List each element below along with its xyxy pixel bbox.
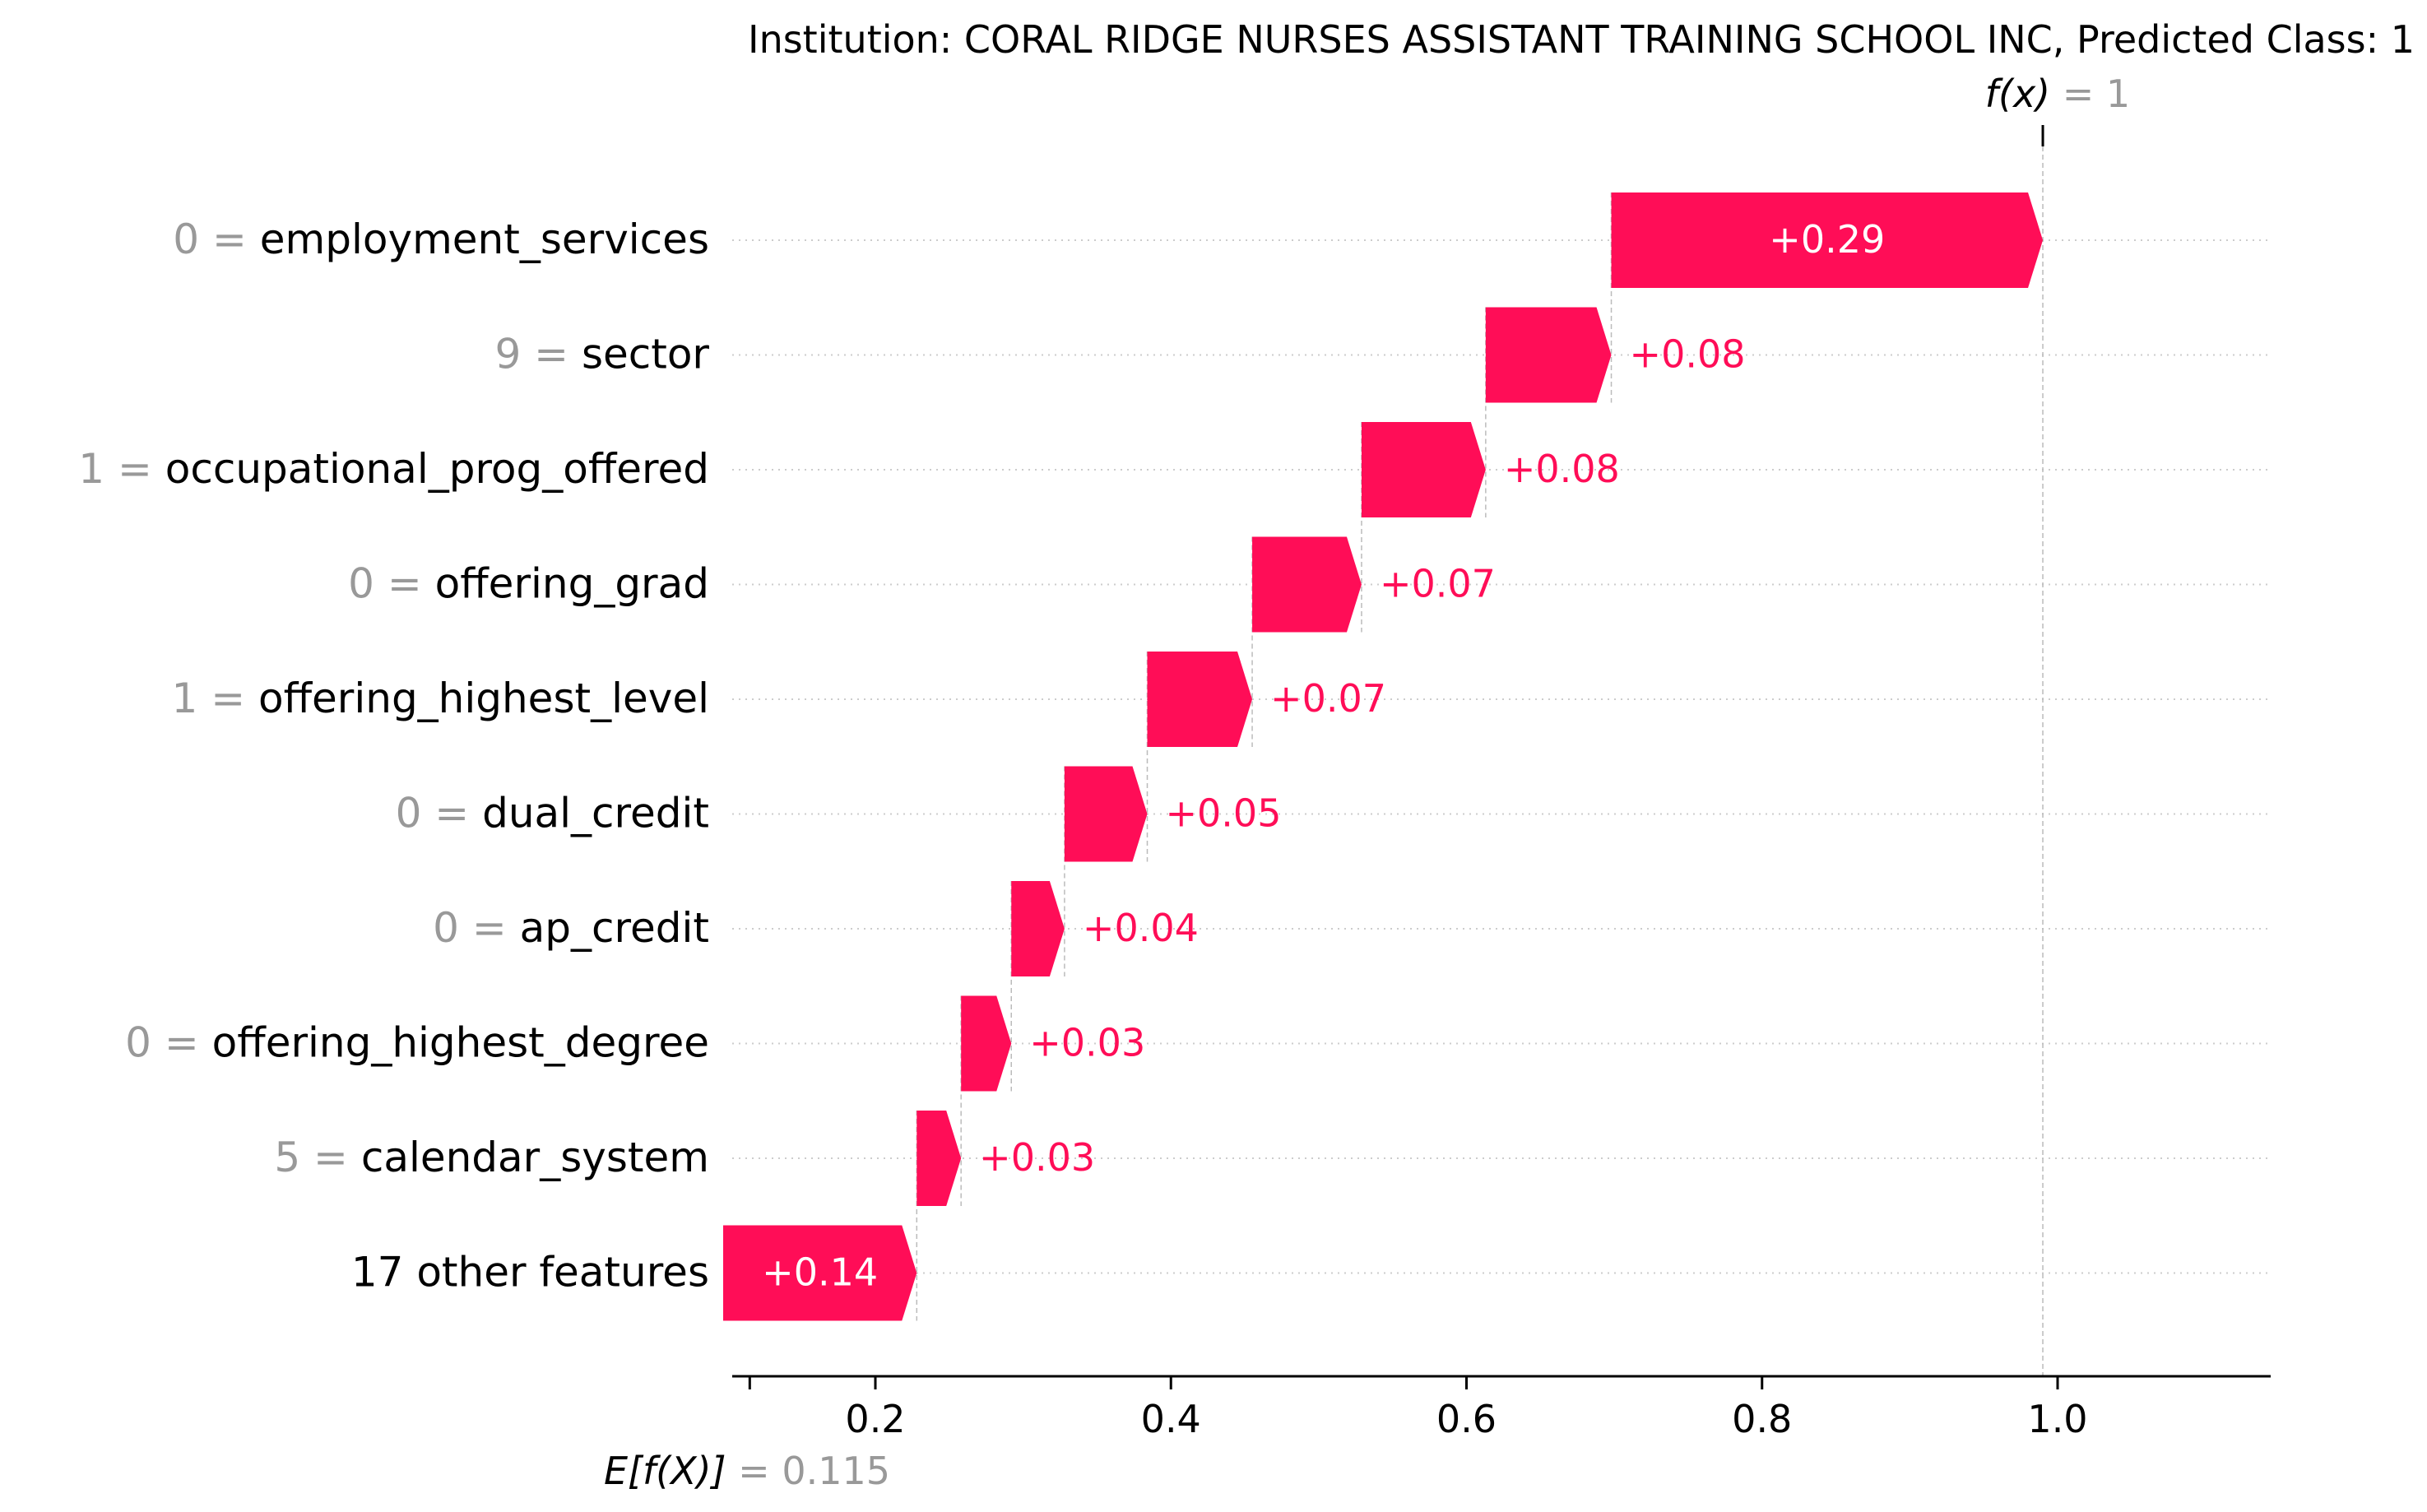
feature-label: 0 = offering_highest_degree: [125, 1019, 709, 1067]
contribution-label: +0.14: [762, 1250, 878, 1295]
feature-equals: =: [521, 331, 582, 378]
fx-annotation: f(x) = 1: [1985, 72, 2130, 116]
feature-labels: 0 = employment_services 9 = sector 1 = occ…: [78, 216, 709, 1296]
fx-equals: =: [2050, 72, 2106, 116]
feature-label: 0 = employment_services: [173, 216, 709, 263]
feature-label: 1 = offering_highest_level: [172, 675, 710, 722]
contribution-labels: +0.29 +0.08 +0.08 +0.07 +0.07 +0.05 +0.04 +0.03…: [762, 217, 1885, 1295]
contribution-bar: [1011, 881, 1065, 976]
contribution-label: +0.03: [979, 1135, 1095, 1180]
feature-value: 0: [173, 216, 199, 263]
connector-lines: [916, 138, 2044, 1376]
feature-value: 1: [172, 675, 198, 722]
feature-label: 0 = ap_credit: [433, 904, 709, 952]
feature-equals: =: [374, 560, 435, 608]
feature-equals: =: [300, 1134, 361, 1181]
feature-label: 0 = dual_credit: [396, 790, 709, 837]
contribution-label: +0.08: [1504, 447, 1620, 491]
contribution-bar: [1147, 652, 1253, 747]
contribution-bar: [1485, 307, 1612, 403]
feature-value: 0: [125, 1019, 151, 1067]
contribution-label: +0.07: [1380, 562, 1496, 606]
contribution-bar: [917, 1111, 962, 1206]
feature-label: 0 = offering_grad: [348, 560, 709, 608]
feature-equals: =: [151, 1019, 212, 1067]
feature-label: 1 = occupational_prog_offered: [78, 445, 709, 493]
feature-label: 9 = sector: [494, 331, 709, 378]
x-tick-label: 0.4: [1141, 1397, 1201, 1441]
contribution-label: +0.05: [1166, 791, 1282, 836]
feature-name: occupational_prog_offered: [165, 445, 709, 493]
feature-name: calendar_system: [361, 1134, 709, 1181]
contribution-bar: [1064, 766, 1148, 862]
x-tick-label: 0.2: [845, 1397, 905, 1441]
contribution-bar: [961, 995, 1012, 1092]
feature-value: 0: [348, 560, 374, 608]
feature-name: dual_credit: [482, 790, 709, 837]
contribution-label: +0.04: [1083, 906, 1199, 950]
feature-equals: =: [421, 790, 482, 837]
feature-name: employment_services: [260, 216, 709, 263]
feature-value: 5: [274, 1134, 300, 1181]
feature-name: offering_grad: [435, 560, 709, 608]
feature-value: 0: [396, 790, 422, 837]
contribution-label: +0.29: [1769, 217, 1885, 262]
feature-name: 17 other features: [351, 1249, 709, 1296]
feature-value: 0: [433, 904, 459, 952]
x-tick-label: 1.0: [2027, 1397, 2087, 1441]
contribution-bar: [1611, 192, 2044, 288]
contribution-bars: [722, 192, 2044, 1321]
contribution-bar: [1361, 422, 1486, 517]
feature-label: 5 = calendar_system: [274, 1134, 709, 1181]
contribution-bar: [1252, 536, 1362, 633]
feature-name: ap_credit: [520, 904, 709, 952]
base-value-annotation: E[f(X)] = 0.115: [604, 1449, 890, 1493]
feature-label: 17 other features: [351, 1249, 709, 1296]
contribution-label: +0.08: [1630, 332, 1746, 377]
contribution-label: +0.07: [1270, 676, 1386, 721]
x-tick-label: 0.6: [1436, 1397, 1497, 1441]
base-equals: =: [726, 1449, 782, 1493]
base-value: 0.115: [782, 1449, 890, 1493]
chart-title: Institution: CORAL RIDGE NURSES ASSISTAN…: [748, 17, 2415, 62]
feature-name: sector: [582, 331, 709, 378]
feature-name: offering_highest_degree: [212, 1019, 709, 1067]
feature-value: 9: [494, 331, 521, 378]
feature-value: 1: [78, 445, 104, 493]
base-label: E[f(X)]: [604, 1449, 726, 1493]
feature-name: offering_highest_level: [258, 675, 709, 722]
fx-label: f(x): [1985, 72, 2050, 116]
feature-equals: =: [104, 445, 165, 493]
feature-equals: =: [199, 216, 260, 263]
x-axis: 0.2 0.4 0.6 0.8 1.0: [732, 125, 2271, 1441]
x-tick-label: 0.8: [1732, 1397, 1792, 1441]
feature-equals: =: [197, 675, 258, 722]
contribution-bar: [722, 1225, 917, 1321]
contribution-label: +0.03: [1029, 1021, 1145, 1065]
fx-value: 1: [2106, 72, 2130, 116]
feature-equals: =: [459, 904, 520, 952]
